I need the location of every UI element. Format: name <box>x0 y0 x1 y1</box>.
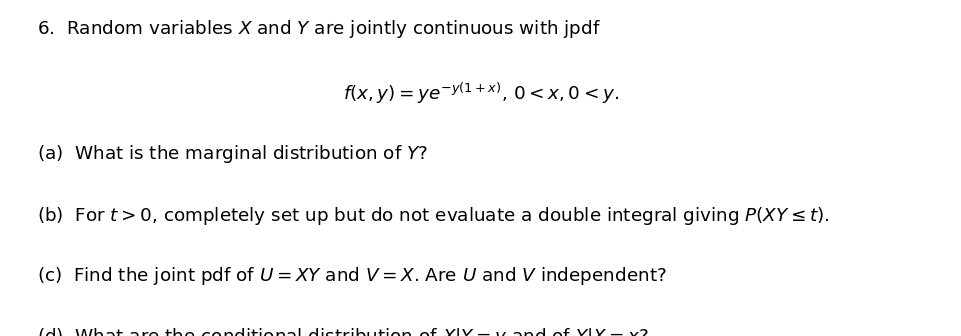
Text: (d)  What are the conditional distribution of $X|Y = y$ and of $Y|X = x$?: (d) What are the conditional distributio… <box>37 326 649 336</box>
Text: (c)  Find the joint pdf of $U = XY$ and $V = X$. Are $U$ and $V$ independent?: (c) Find the joint pdf of $U = XY$ and $… <box>37 265 666 287</box>
Text: $f(x, y) = ye^{-y(1+x)},\, 0 < x, 0 < y.$: $f(x, y) = ye^{-y(1+x)},\, 0 < x, 0 < y.… <box>342 81 619 106</box>
Text: 6.  Random variables $X$ and $Y$ are jointly continuous with jpdf: 6. Random variables $X$ and $Y$ are join… <box>37 18 601 40</box>
Text: (b)  For $t > 0$, completely set up but do not evaluate a double integral giving: (b) For $t > 0$, completely set up but d… <box>37 205 829 227</box>
Text: (a)  What is the marginal distribution of $Y$?: (a) What is the marginal distribution of… <box>37 143 428 165</box>
